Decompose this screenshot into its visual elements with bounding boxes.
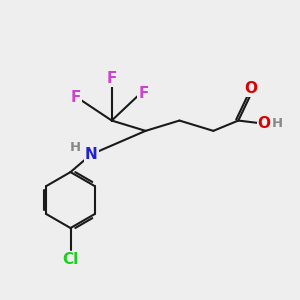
Text: O: O [244, 81, 257, 96]
Text: O: O [258, 116, 271, 131]
Text: H: H [272, 117, 284, 130]
Text: F: F [106, 71, 117, 86]
Text: F: F [138, 86, 149, 101]
Text: F: F [70, 90, 81, 105]
Text: H: H [70, 141, 81, 154]
Text: Cl: Cl [62, 252, 79, 267]
Text: N: N [85, 147, 98, 162]
